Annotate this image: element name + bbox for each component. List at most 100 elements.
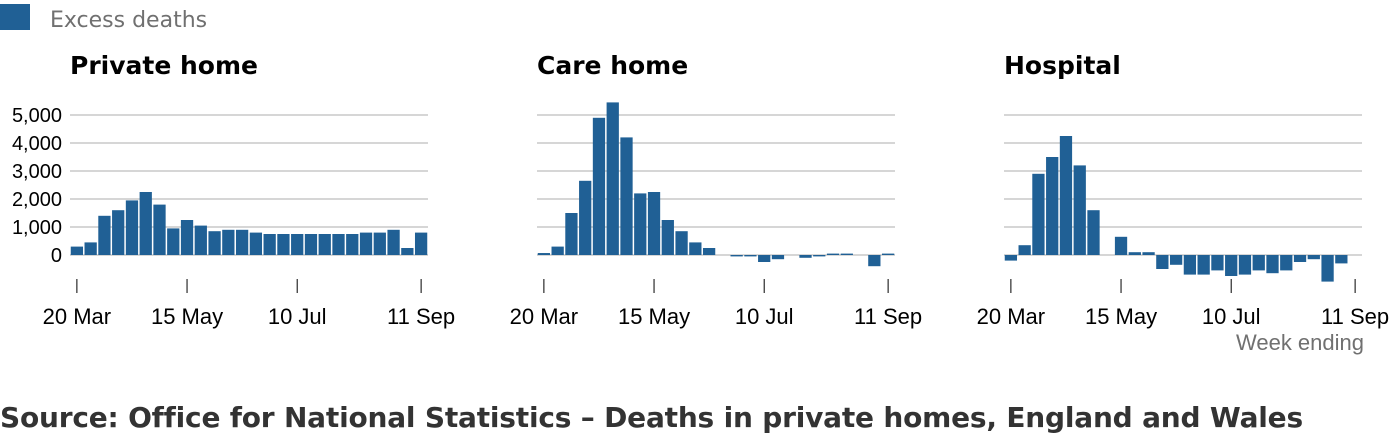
bar xyxy=(84,242,97,255)
bar xyxy=(277,234,290,255)
x-tick-label: 20 Mar xyxy=(977,304,1045,329)
bar xyxy=(1293,255,1307,262)
bar xyxy=(620,137,633,255)
x-tick-label: 10 Jul xyxy=(1202,304,1261,329)
x-tick-label: 15 May xyxy=(1085,304,1157,329)
source-note: Source: Office for National Statistics –… xyxy=(0,401,1303,434)
y-tick-label: 1,000 xyxy=(12,217,62,239)
y-tick-label: 5,000 xyxy=(12,105,62,127)
bar xyxy=(1307,255,1320,260)
bar xyxy=(1087,210,1100,255)
x-tick-label: 15 May xyxy=(618,304,690,329)
y-tick-label: 0 xyxy=(51,245,62,267)
bar xyxy=(1252,255,1265,271)
bar xyxy=(1183,255,1197,275)
bar xyxy=(359,232,373,255)
y-tick-label: 4,000 xyxy=(12,133,62,155)
bar xyxy=(606,102,619,256)
bar xyxy=(1321,255,1334,282)
bar xyxy=(414,232,428,255)
bar xyxy=(771,255,785,260)
bar xyxy=(634,193,647,255)
panel-title: Hospital xyxy=(1004,51,1121,80)
bar xyxy=(70,246,84,255)
bar xyxy=(1225,255,1238,276)
panel-hospital: Hospital 20 Mar 15 May 10 Jul 11 Sep xyxy=(977,51,1390,329)
bar xyxy=(1266,255,1279,274)
bar xyxy=(1197,255,1210,275)
x-tick-label: 10 Jul xyxy=(735,304,794,329)
bar xyxy=(291,234,304,255)
bar xyxy=(112,210,125,255)
legend-label: Excess deaths xyxy=(50,8,208,33)
x-tick-label: 11 Sep xyxy=(387,304,455,329)
bar xyxy=(702,248,716,255)
panel-title: Private home xyxy=(70,51,258,80)
panel-private-home: Private home 0 1,000 2,000 3,000 4,000 5,000 20… xyxy=(12,51,455,329)
bar xyxy=(1280,255,1293,271)
bar xyxy=(730,255,743,257)
bar xyxy=(1059,136,1073,255)
bar xyxy=(661,220,674,255)
bar xyxy=(1169,255,1183,265)
bar xyxy=(387,229,400,255)
x-tick-label: 11 Sep xyxy=(1321,304,1389,329)
x-tick-label: 20 Mar xyxy=(510,304,578,329)
bar xyxy=(153,204,166,255)
bar xyxy=(799,255,812,258)
bar xyxy=(881,253,895,255)
bar xyxy=(1018,245,1031,255)
bar xyxy=(1335,255,1348,264)
bar xyxy=(840,253,853,255)
bar xyxy=(1073,165,1086,255)
bar xyxy=(744,255,757,257)
x-tick-label: 10 Jul xyxy=(268,304,327,329)
bar xyxy=(180,220,194,255)
legend-swatch xyxy=(0,4,30,30)
y-tick-label: 2,000 xyxy=(12,189,62,211)
bar xyxy=(167,228,180,255)
bar xyxy=(758,255,771,262)
bar xyxy=(1128,252,1141,255)
bar xyxy=(675,231,688,255)
bar xyxy=(826,253,840,255)
bar xyxy=(304,234,318,255)
bar xyxy=(1142,252,1155,255)
bar xyxy=(1238,255,1252,275)
bar xyxy=(318,234,331,255)
bar xyxy=(592,117,606,255)
bar xyxy=(222,229,235,255)
bar xyxy=(813,255,826,257)
panel-title: Care home xyxy=(537,51,688,80)
bar xyxy=(1156,255,1169,269)
bar xyxy=(98,215,111,255)
bar xyxy=(194,225,207,255)
bar xyxy=(263,234,276,255)
bar xyxy=(373,232,386,255)
bar xyxy=(125,200,139,255)
bar xyxy=(401,248,414,255)
bar xyxy=(1032,173,1045,255)
bar xyxy=(208,231,221,255)
bar xyxy=(346,234,359,255)
y-tick-label: 3,000 xyxy=(12,161,62,183)
bar xyxy=(551,246,564,255)
bar xyxy=(565,213,578,255)
x-tick-label: 20 Mar xyxy=(43,304,111,329)
panel-care-home: Care home 20 Mar 15 May 10 Jul 11 Sep xyxy=(510,51,923,329)
bar xyxy=(332,234,345,255)
x-axis-label: Week ending xyxy=(1236,330,1364,355)
x-tick-label: 11 Sep xyxy=(854,304,922,329)
bar xyxy=(537,253,551,255)
bar xyxy=(689,242,702,255)
bar xyxy=(868,255,881,267)
bar xyxy=(1211,255,1224,271)
x-tick-label: 15 May xyxy=(151,304,223,329)
bar xyxy=(1004,255,1018,261)
bar xyxy=(235,229,249,255)
bar xyxy=(1046,157,1059,255)
bar xyxy=(647,192,661,255)
bar xyxy=(1114,236,1128,255)
bar xyxy=(139,192,152,255)
